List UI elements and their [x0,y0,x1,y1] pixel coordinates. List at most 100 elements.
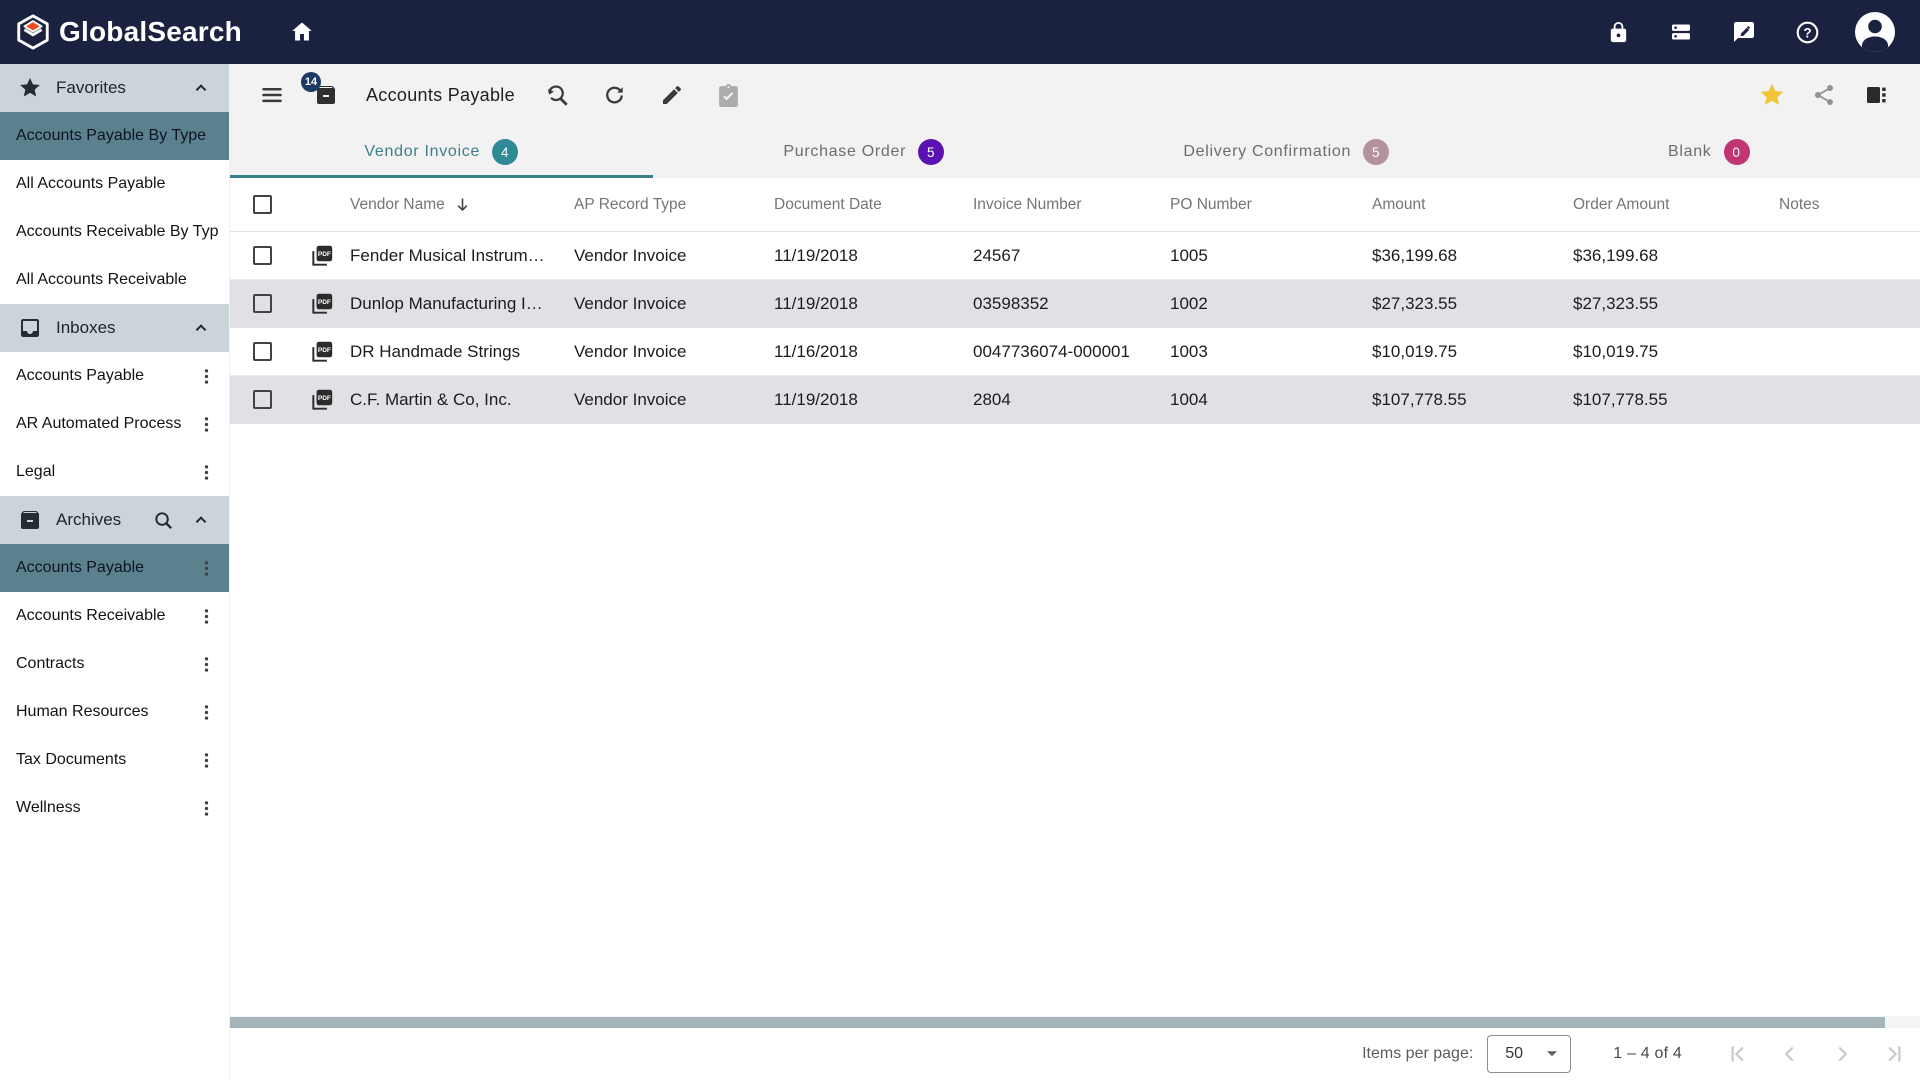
search-again-icon [544,82,571,109]
pencil-icon [660,83,684,107]
sidebar-item-all-accounts-receivable[interactable]: All Accounts Receivable [0,256,229,304]
sidebar-item-accounts-receivable-by-type[interactable]: Accounts Receivable By Type [0,208,229,256]
sidebar-item-tax-documents[interactable]: Tax Documents [0,736,229,784]
last-page-button[interactable] [1880,1040,1908,1068]
column-header-po-number[interactable]: PO Number [1170,195,1252,213]
table-row[interactable]: PDF C.F. Martin & Co, Inc. Vendor Invoic… [230,376,1920,424]
row-checkbox[interactable] [252,390,272,409]
tab-count-badge: 0 [1723,139,1750,165]
table-row[interactable]: PDF Dunlop Manufacturing I… Vendor Invoi… [230,280,1920,328]
edit-button[interactable] [656,79,688,111]
queue-list-icon [1669,20,1693,44]
sidebar-item-label: All Accounts Receivable [16,271,187,288]
tasks-button[interactable] [713,79,745,111]
chevron-up-icon[interactable] [189,509,213,531]
cell-amount: $36,199.68 [1372,245,1458,265]
first-page-button[interactable] [1724,1040,1752,1068]
section-header-inboxes[interactable]: Inboxes [0,304,229,352]
row-checkbox[interactable] [252,342,272,361]
favorite-star-icon [1758,81,1786,109]
section-header-archives[interactable]: Archives [0,496,229,544]
sidebar-item-ar-automated-process[interactable]: AR Automated Process … [0,400,229,448]
sidebar-item-accounts-payable[interactable]: Accounts Payable [0,544,229,592]
kebab-menu-icon[interactable] [193,699,219,725]
kebab-menu-icon[interactable] [193,651,219,677]
tab-vendor-invoice[interactable]: Vendor Invoice 4 [230,126,653,178]
kebab-menu-icon[interactable] [193,795,219,821]
sidebar-item-accounts-payable[interactable]: Accounts Payable [0,352,229,400]
sidebar-item-accounts-payable-by-type[interactable]: Accounts Payable By Type [0,112,229,160]
chevron-up-icon[interactable] [189,317,213,339]
archive-search-icon[interactable] [151,509,175,532]
cell-amount: $107,778.55 [1372,389,1467,409]
cell-document-date: 11/16/2018 [774,341,858,361]
kebab-menu-icon[interactable] [193,603,219,629]
tab-purchase-order[interactable]: Purchase Order 5 [653,126,1076,178]
search-again-button[interactable] [542,79,574,111]
sort-descending-icon[interactable] [453,195,472,214]
sidebar-item-wellness[interactable]: Wellness [0,784,229,832]
favorite-button[interactable] [1756,79,1788,111]
table-row[interactable]: PDF DR Handmade Strings Vendor Invoice 1… [230,328,1920,376]
chevron-up-icon[interactable] [189,77,213,99]
column-header-amount[interactable]: Amount [1372,195,1426,213]
help-button[interactable]: ? [1789,14,1825,50]
table-row[interactable]: PDF Fender Musical Instrum… Vendor Invoi… [230,232,1920,280]
queues-button[interactable] [1663,14,1699,50]
sidebar-item-label: Human Resources [16,703,149,720]
cell-po-number: 1003 [1170,341,1208,361]
sidebar-item-label: Contracts [16,655,85,672]
column-header-notes[interactable]: Notes [1779,195,1820,213]
cell-po-number: 1002 [1170,293,1208,313]
sidebar-item-label: AR Automated Process … [16,415,187,432]
split-view-button[interactable] [1860,79,1892,111]
split-view-icon [1864,83,1888,107]
lock-button[interactable] [1600,14,1636,50]
sidebar-item-label: Accounts Payable By Type [16,127,207,144]
sidebar-item-all-accounts-payable[interactable]: All Accounts Payable [0,160,229,208]
sidebar-item-legal[interactable]: Legal [0,448,229,496]
feedback-button[interactable] [1726,14,1762,50]
tab-count-badge: 4 [492,139,519,165]
home-button[interactable] [284,14,320,50]
refresh-button[interactable] [599,79,631,111]
cell-invoice-number: 2804 [973,389,1011,409]
open-document-button[interactable]: PDF [309,243,335,269]
previous-page-button[interactable] [1776,1040,1804,1068]
kebab-menu-icon[interactable] [193,459,219,485]
refresh-icon [602,83,627,108]
cell-ap-record-type: Vendor Invoice [574,293,687,313]
column-header-ap-record-type[interactable]: AP Record Type [574,195,687,213]
next-page-button[interactable] [1828,1040,1856,1068]
column-header-invoice-number[interactable]: Invoice Number [973,195,1082,213]
select-all-checkbox[interactable] [252,195,272,214]
share-icon [1812,83,1836,107]
tab-blank[interactable]: Blank 0 [1498,126,1920,178]
chevron-right-icon [1829,1041,1855,1067]
cell-order-amount: $10,019.75 [1573,341,1659,361]
sidebar-item-contracts[interactable]: Contracts [0,640,229,688]
kebab-menu-icon[interactable] [193,411,219,437]
sidebar-item-accounts-receivable[interactable]: Accounts Receivable [0,592,229,640]
kebab-menu-icon[interactable] [193,363,219,389]
sidebar-item-human-resources[interactable]: Human Resources [0,688,229,736]
column-header-vendor-name[interactable]: Vendor Name [350,195,574,214]
sidebar-item-label: Accounts Payable [16,367,145,384]
open-document-button[interactable]: PDF [309,339,335,365]
column-header-order-amount[interactable]: Order Amount [1573,195,1670,213]
column-header-document-date[interactable]: Document Date [774,195,882,213]
open-document-button[interactable]: PDF [309,291,335,317]
section-header-favorites[interactable]: Favorites [0,64,229,112]
user-avatar[interactable] [1852,9,1898,55]
page-size-select[interactable]: 50 [1487,1035,1572,1073]
share-button[interactable] [1808,79,1840,111]
row-checkbox[interactable] [252,246,272,265]
tab-delivery-confirmation[interactable]: Delivery Confirmation 5 [1075,126,1498,178]
row-checkbox[interactable] [252,294,272,313]
kebab-menu-icon[interactable] [193,555,219,581]
open-document-button[interactable]: PDF [309,387,335,413]
kebab-menu-icon[interactable] [193,747,219,773]
feedback-chat-icon [1732,20,1756,44]
horizontal-scrollbar-thumb[interactable] [230,1016,1885,1028]
menu-button[interactable] [256,79,288,111]
